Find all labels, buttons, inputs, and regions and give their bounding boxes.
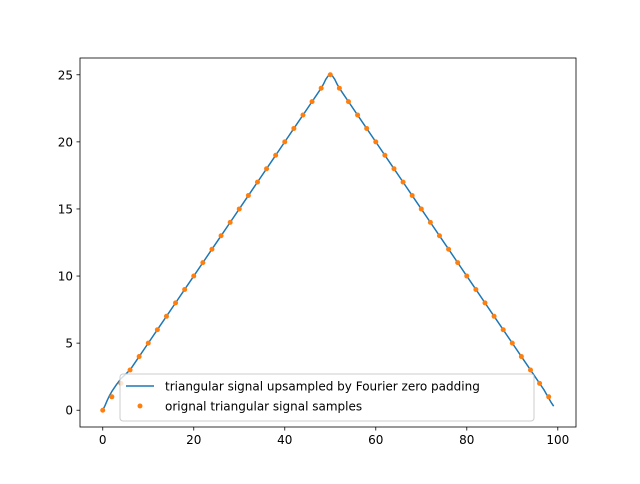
sample-point (182, 286, 188, 292)
sample-point (455, 260, 461, 266)
plot-area (100, 72, 555, 413)
x-tick-label: 20 (186, 433, 201, 447)
sample-point (446, 246, 452, 252)
sample-point (227, 219, 233, 225)
x-tick-label: 0 (99, 433, 107, 447)
sample-point (491, 313, 497, 319)
sample-point (509, 340, 515, 346)
sample-point (127, 367, 133, 373)
x-tick-label: 60 (368, 433, 383, 447)
sample-point (273, 152, 279, 158)
sample-point (382, 152, 388, 158)
sample-point (163, 313, 169, 319)
sample-point (173, 300, 179, 306)
x-tick-label: 40 (277, 433, 292, 447)
sample-point (209, 246, 215, 252)
sample-point (364, 125, 370, 131)
y-tick-label: 0 (65, 404, 73, 418)
sample-point (464, 273, 470, 279)
sample-point (409, 193, 415, 199)
y-tick-label: 10 (58, 270, 73, 284)
x-tick-label: 100 (546, 433, 569, 447)
y-tick-label: 25 (58, 68, 73, 82)
sample-point (300, 112, 306, 118)
sample-point (327, 72, 333, 78)
y-axis: 0 5 10 15 20 25 (58, 68, 80, 418)
sample-point (282, 139, 288, 145)
sample-point (100, 407, 106, 413)
sample-point (537, 380, 543, 386)
sample-point (373, 139, 379, 145)
legend-label-upsampled: triangular signal upsampled by Fourier z… (165, 380, 480, 394)
sample-point (500, 327, 506, 333)
y-tick-label: 15 (58, 202, 73, 216)
sample-point (546, 394, 552, 400)
sample-point (245, 193, 251, 199)
sample-point (136, 354, 142, 360)
sample-point (400, 179, 406, 185)
sample-point (345, 99, 351, 105)
sample-point (218, 233, 224, 239)
x-axis: 0 20 40 60 80 100 (99, 427, 569, 447)
sample-point (355, 112, 361, 118)
sample-point (154, 327, 160, 333)
sample-point (336, 85, 342, 91)
legend-marker-swatch (137, 403, 143, 409)
axes-frame (79, 57, 577, 428)
legend-box (119, 373, 535, 422)
y-tick-label: 20 (58, 135, 73, 149)
sample-point (473, 286, 479, 292)
sample-point (309, 99, 315, 105)
legend-label-samples: orignal triangular signal samples (165, 400, 362, 414)
sample-point (318, 85, 324, 91)
sample-point (109, 394, 115, 400)
sample-point (291, 125, 297, 131)
sample-point (418, 206, 424, 212)
sample-point (482, 300, 488, 306)
sample-point (427, 219, 433, 225)
x-tick-label: 80 (459, 433, 474, 447)
y-tick-label: 5 (65, 337, 73, 351)
sample-point (436, 233, 442, 239)
sample-point (191, 273, 197, 279)
sample-point (145, 340, 151, 346)
sample-point (391, 166, 397, 172)
sample-point (518, 354, 524, 360)
sample-point (236, 206, 242, 212)
sample-point (264, 166, 270, 172)
sample-point (200, 260, 206, 266)
legend: triangular signal upsampled by Fourier z… (119, 373, 535, 422)
sample-point (528, 367, 533, 373)
sample-point (254, 179, 260, 185)
